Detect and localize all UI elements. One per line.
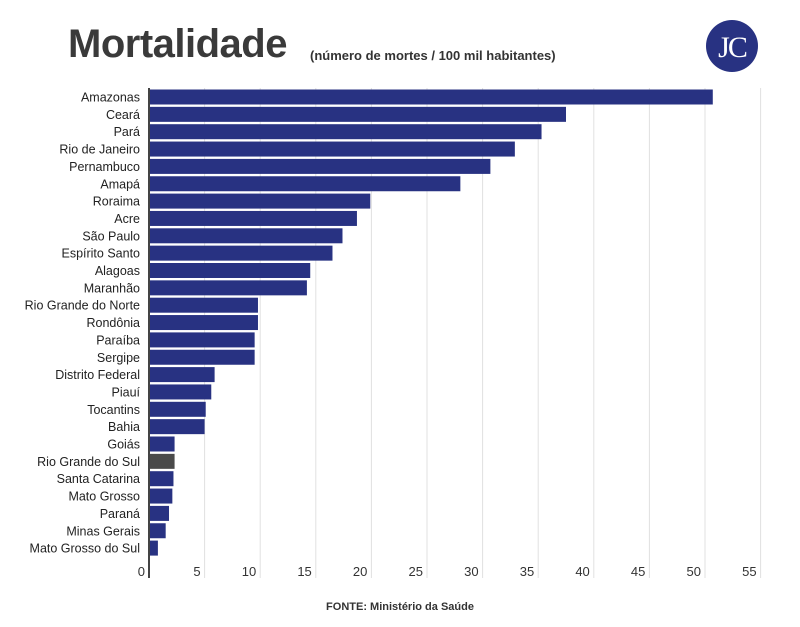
bar-amapá [149, 176, 461, 192]
category-label: Maranhão [84, 281, 140, 295]
x-tick-label: 20 [353, 564, 367, 579]
bar-goiás [149, 436, 175, 452]
bar-piauí [149, 384, 212, 400]
bar-mato-grosso [149, 488, 173, 504]
x-tick-label: 55 [742, 564, 756, 579]
category-label: Distrito Federal [55, 368, 140, 382]
svg-text:JC: JC [718, 31, 747, 64]
bar-rio-grande-do-norte [149, 297, 258, 313]
category-label: Goiás [107, 438, 140, 452]
category-label: Alagoas [95, 264, 140, 278]
x-tick-label: 30 [464, 564, 478, 579]
x-tick-label: 5 [193, 564, 200, 579]
bar-ceará [149, 106, 566, 122]
x-tick-label: 50 [687, 564, 701, 579]
x-tick-label: 15 [297, 564, 311, 579]
bar-rio-de-janeiro [149, 141, 515, 157]
category-label: Sergipe [97, 351, 140, 365]
x-tick-label: 40 [575, 564, 589, 579]
category-label: Minas Gerais [66, 524, 140, 538]
category-label: Espírito Santo [61, 247, 140, 261]
category-label: Pará [114, 125, 140, 139]
bar-bahia [149, 419, 205, 435]
chart-title: Mortalidade [68, 22, 287, 66]
category-label: Tocantins [87, 403, 140, 417]
bar-tocantins [149, 401, 206, 417]
x-tick-label: 25 [409, 564, 423, 579]
category-label: Rio de Janeiro [59, 143, 140, 157]
x-tick-label: 35 [520, 564, 534, 579]
bar-paraná [149, 505, 170, 521]
category-label: Paraíba [96, 333, 140, 347]
category-label: Santa Catarina [57, 472, 140, 486]
bar-paraíba [149, 332, 255, 348]
category-label: Piauí [112, 385, 141, 399]
bar-minas-gerais [149, 523, 166, 539]
category-label: Acre [114, 212, 140, 226]
bar-são-paulo [149, 228, 343, 244]
source-note: FONTE: Ministério da Saúde [326, 601, 474, 613]
bar-maranhão [149, 280, 307, 296]
category-label: Rio Grande do Sul [37, 455, 140, 469]
category-label: Mato Grosso [68, 490, 140, 504]
bar-espírito-santo [149, 245, 333, 261]
x-tick-label: 10 [242, 564, 256, 579]
category-label: Rio Grande do Norte [25, 299, 140, 313]
bar-acre [149, 210, 357, 226]
bar-pernambuco [149, 158, 491, 174]
category-label: Amapá [100, 177, 140, 191]
category-label: Bahia [108, 420, 140, 434]
category-label: Paraná [100, 507, 140, 521]
x-tick-label: 0 [138, 564, 145, 579]
bar-rondônia [149, 315, 258, 331]
category-label: Roraima [93, 195, 140, 209]
jc-logo: JC [706, 20, 758, 72]
category-label: Ceará [106, 108, 140, 122]
bar-amazonas [149, 89, 713, 105]
bar-roraima [149, 193, 371, 209]
bar-alagoas [149, 263, 311, 278]
category-label: Rondônia [86, 316, 140, 330]
chart-subtitle: (número de mortes / 100 mil habitantes) [310, 48, 556, 63]
category-label: Mato Grosso do Sul [30, 542, 140, 556]
category-label: São Paulo [82, 229, 140, 243]
bar-pará [149, 124, 542, 140]
bar-distrito-federal [149, 367, 215, 383]
x-tick-label: 45 [631, 564, 645, 579]
bar-rio-grande-do-sul [149, 453, 175, 469]
category-label: Pernambuco [69, 160, 140, 174]
bar-sergipe [149, 349, 255, 365]
bar-mato-grosso-do-sul [149, 540, 158, 556]
category-label: Amazonas [81, 91, 140, 105]
bar-santa-catarina [149, 471, 174, 487]
